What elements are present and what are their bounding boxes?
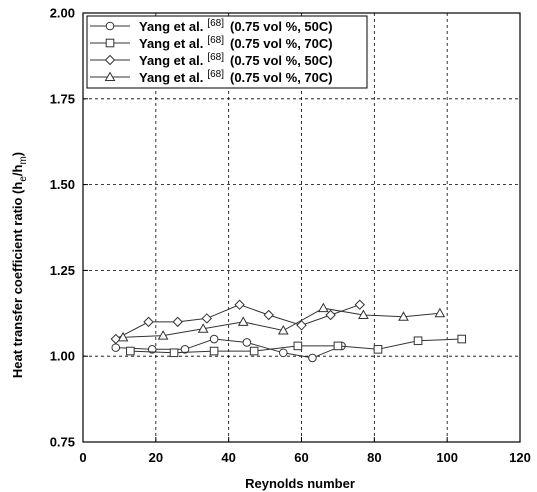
data-point-circle: [180, 345, 190, 354]
data-point-diamond: [263, 309, 274, 321]
y-tick-label: 1.50: [50, 177, 75, 192]
svg-text:Yang et al.[68](0.75 vol %, 50: Yang et al. [68] (0.75 vol %, 50C): [139, 52, 333, 68]
x-tick-label: 120: [509, 450, 531, 465]
y-tick-label: 0.75: [50, 435, 75, 450]
x-tick-label: 40: [221, 450, 235, 465]
y-axis-title: Heat transfer coefficient ratio (he/hm): [10, 152, 29, 378]
y-tick-label: 2.00: [50, 6, 75, 21]
x-axis-title: Reynolds number: [245, 476, 355, 491]
data-point-diamond: [325, 309, 336, 321]
series-line: [115, 338, 342, 359]
x-tick-label: 60: [294, 450, 308, 465]
series-layer: [110, 299, 467, 363]
legend: Yang et al. [68] (0.75 vol %, 50C) Yang et…: [86, 15, 368, 89]
data-point-diamond: [172, 316, 183, 328]
data-point-circle: [147, 345, 157, 354]
data-point-square: [373, 345, 383, 354]
ticks: 0 20 40 60 80 100 120 0.75 1.00 1.25 1.50 1.75 2.00: [50, 6, 531, 466]
data-point-square: [249, 346, 259, 356]
data-point-diamond: [354, 299, 365, 310]
data-point-diamond: [201, 313, 213, 324]
x-tick-label: 80: [367, 450, 381, 465]
legend-item: Yang et al. [68] (0.75 vol %, 70C): [90, 35, 333, 51]
svg-text:Yang et al.[68](0.75 vol %, 70: Yang et al. [68] (0.75 vol %, 70C): [139, 69, 333, 85]
data-point-triangle: [398, 311, 409, 321]
data-point-square: [333, 341, 343, 351]
data-point-square: [457, 334, 467, 344]
data-point-square: [413, 336, 423, 346]
data-point-diamond: [296, 320, 307, 331]
y-tick-label: 1.25: [50, 263, 75, 278]
y-tick-label: 1.00: [50, 349, 75, 364]
data-point-diamond: [234, 299, 245, 310]
data-point-triangle: [317, 302, 329, 313]
data-point-square: [293, 341, 303, 351]
square-marker-icon: [105, 38, 115, 48]
data-point-square: [126, 346, 135, 356]
data-point-triangle: [237, 316, 249, 326]
legend-item: Yang et al. [68] (0.75 vol %, 50C): [90, 18, 333, 34]
y-tick-label: 1.75: [50, 91, 75, 106]
data-point-square: [169, 348, 179, 358]
legend-item: Yang et al. [68] (0.75 vol %, 50C): [90, 52, 333, 68]
svg-text:Yang et al.[68](0.75 vol %, 50: Yang et al. [68] (0.75 vol %, 50C): [139, 18, 333, 34]
series-square: [126, 334, 467, 358]
data-point-triangle: [117, 331, 129, 342]
data-point-circle: [308, 353, 317, 363]
data-point-diamond: [143, 316, 154, 328]
legend-box: [86, 15, 368, 89]
data-point-triangle: [157, 330, 169, 340]
x-tick-label: 20: [149, 450, 163, 465]
svg-text:Yang et al.[68](0.75 vol %, 70: Yang et al. [68] (0.75 vol %, 70C): [139, 35, 333, 51]
diamond-marker-icon: [104, 54, 116, 66]
x-tick-label: 100: [436, 450, 458, 465]
triangle-marker-icon: [104, 71, 116, 81]
data-point-circle: [111, 343, 121, 352]
series-diamond: [110, 299, 365, 345]
data-point-triangle: [434, 307, 446, 318]
data-point-square: [209, 346, 219, 356]
data-point-circle: [209, 334, 219, 344]
data-point-circle: [242, 338, 252, 347]
legend-item: Yang et al. [68] (0.75 vol %, 70C): [90, 69, 333, 85]
series-triangle: [117, 302, 446, 342]
circle-marker-icon: [105, 21, 115, 31]
data-point-circle: [278, 348, 288, 358]
data-point-triangle: [277, 324, 289, 335]
x-tick-label: 0: [79, 450, 86, 465]
data-point-triangle: [197, 323, 209, 333]
data-point-triangle: [358, 309, 369, 320]
